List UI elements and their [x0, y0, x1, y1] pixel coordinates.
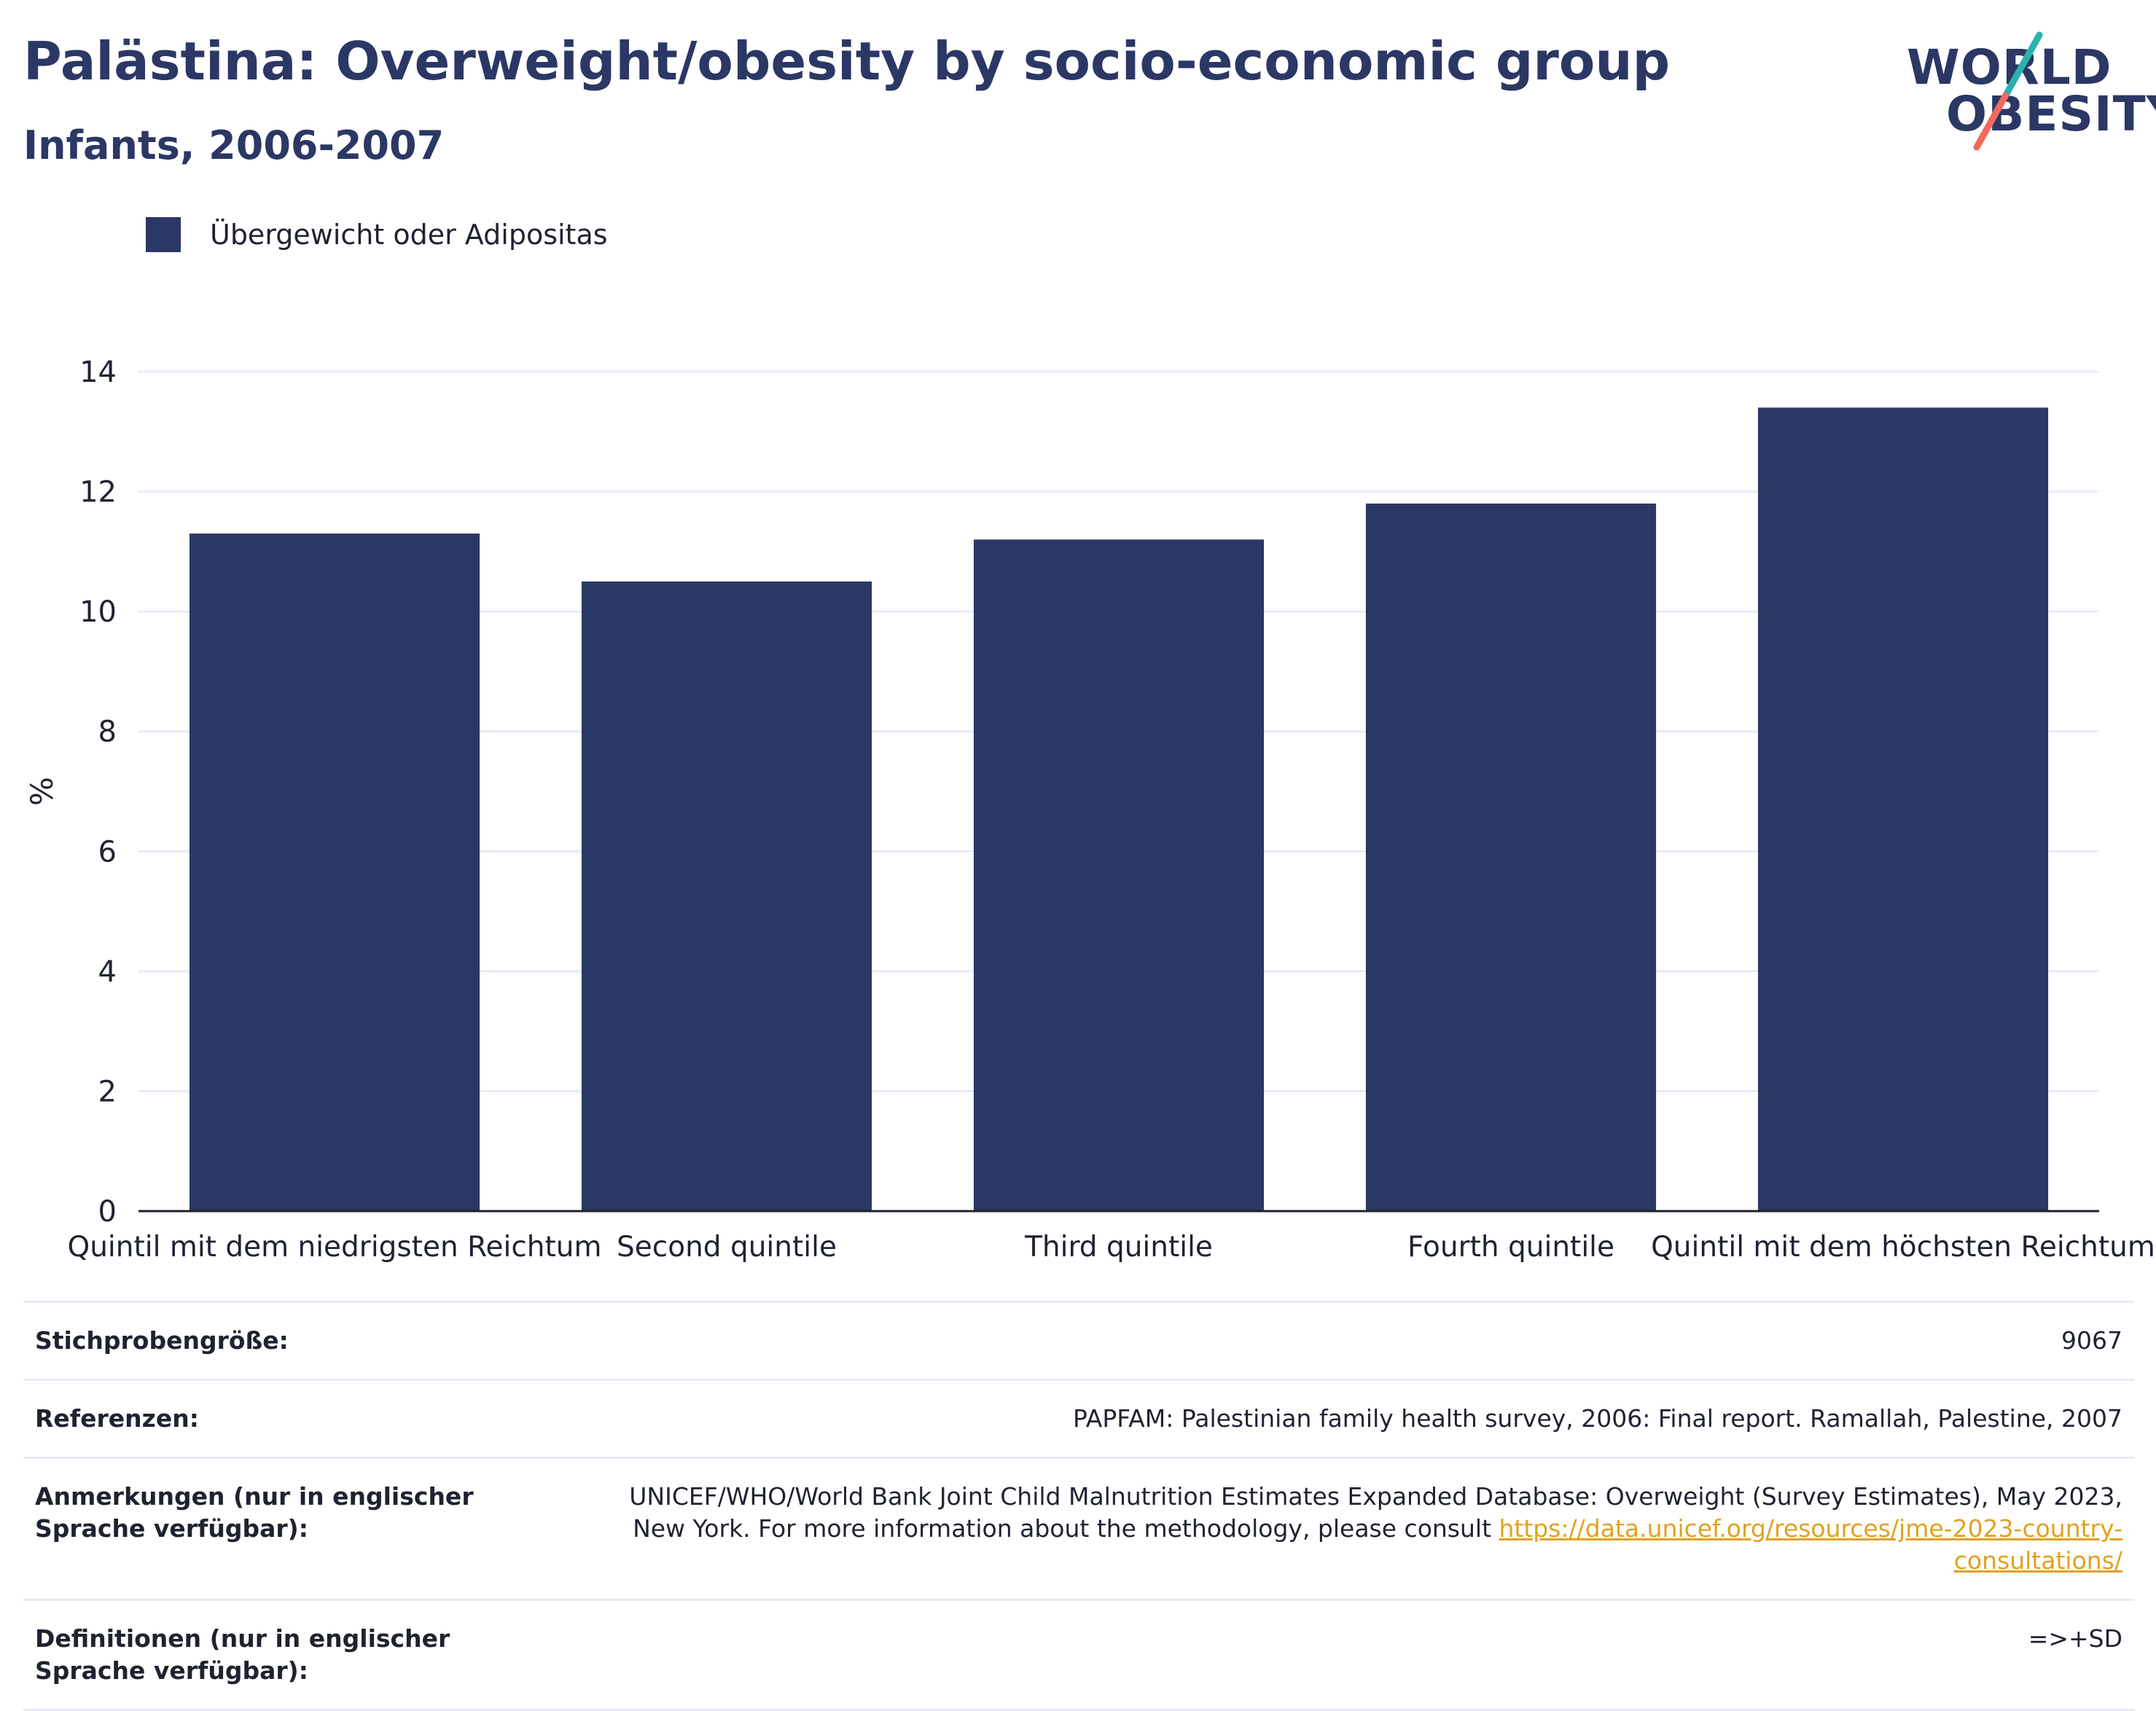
x-tick-label: Quintil mit dem niedrigsten Reichtum [68, 1231, 602, 1264]
bar[interactable] [1365, 504, 1657, 1211]
methodology-link[interactable]: https://data.unicef.org/resources/jme-20… [1499, 1514, 2123, 1575]
y-axis-label: % [24, 777, 60, 806]
y-tick-label: 6 [98, 835, 117, 869]
logo-slash-icon [1973, 31, 2043, 151]
notes-text: UNICEF/WHO/World Bank Joint Child Malnut… [629, 1482, 2122, 1543]
world-obesity-logo[interactable]: WORLD OBESITY [1902, 22, 2156, 153]
info-value: PAPFAM: Palestinian family health survey… [1072, 1404, 2122, 1433]
info-row-notes: Anmerkungen (nur in englischer Sprache v… [23, 1457, 2134, 1599]
bar[interactable] [1757, 407, 2049, 1211]
y-tick-label: 14 [79, 356, 117, 389]
y-tick-label: 12 [79, 476, 117, 509]
x-tick-label: Fourth quintile [1407, 1231, 1614, 1264]
chart-legend[interactable]: Übergewicht oder Adipositas [146, 217, 608, 252]
y-tick-label: 8 [98, 716, 117, 749]
axes: 0 2 4 6 8 10 12 14 Quintil mit dem niedrigsten R… [24, 356, 2155, 1264]
y-tick-label: 2 [98, 1075, 117, 1108]
y-tick-label: 0 [98, 1195, 117, 1229]
info-label: Referenzen: [35, 1404, 199, 1433]
legend-swatch [146, 217, 181, 252]
bar[interactable] [581, 582, 872, 1211]
info-value: =>+SD [2028, 1624, 2122, 1653]
legend-label: Übergewicht oder Adipositas [210, 219, 608, 251]
info-label: Stichprobengröße: [35, 1326, 289, 1355]
chart-title: Palästina: Overweight/obesity by socio-e… [23, 31, 1671, 92]
info-value-notes: UNICEF/WHO/World Bank Joint Child Malnut… [560, 1481, 2122, 1577]
x-tick-label: Quintil mit dem höchsten Reichtum [1651, 1231, 2155, 1264]
info-value: 9067 [2061, 1326, 2122, 1355]
chart-subtitle: Infants, 2006-2007 [23, 122, 445, 168]
info-row-definitions: Definitionen (nur in englischer Sprache … [23, 1599, 2134, 1711]
y-tick-label: 10 [79, 595, 117, 629]
bar-chart: 0 2 4 6 8 10 12 14 Quintil mit dem niedrigsten R… [24, 356, 2155, 1264]
bars [189, 407, 2049, 1211]
info-table: Stichprobengröße: 9067 Referenzen: PAPFA… [23, 1301, 2134, 1711]
info-label: Anmerkungen (nur in englischer Sprache v… [35, 1482, 474, 1543]
bar[interactable] [189, 533, 480, 1211]
info-label: Definitionen (nur in englischer Sprache … [35, 1624, 450, 1685]
info-row-sample-size: Stichprobengröße: 9067 [23, 1301, 2134, 1379]
x-tick-label: Third quintile [1024, 1231, 1213, 1264]
x-tick-label: Second quintile [617, 1231, 837, 1264]
y-tick-label: 4 [98, 955, 117, 989]
info-row-references: Referenzen: PAPFAM: Palestinian family h… [23, 1379, 2134, 1457]
bar[interactable] [973, 539, 1265, 1211]
